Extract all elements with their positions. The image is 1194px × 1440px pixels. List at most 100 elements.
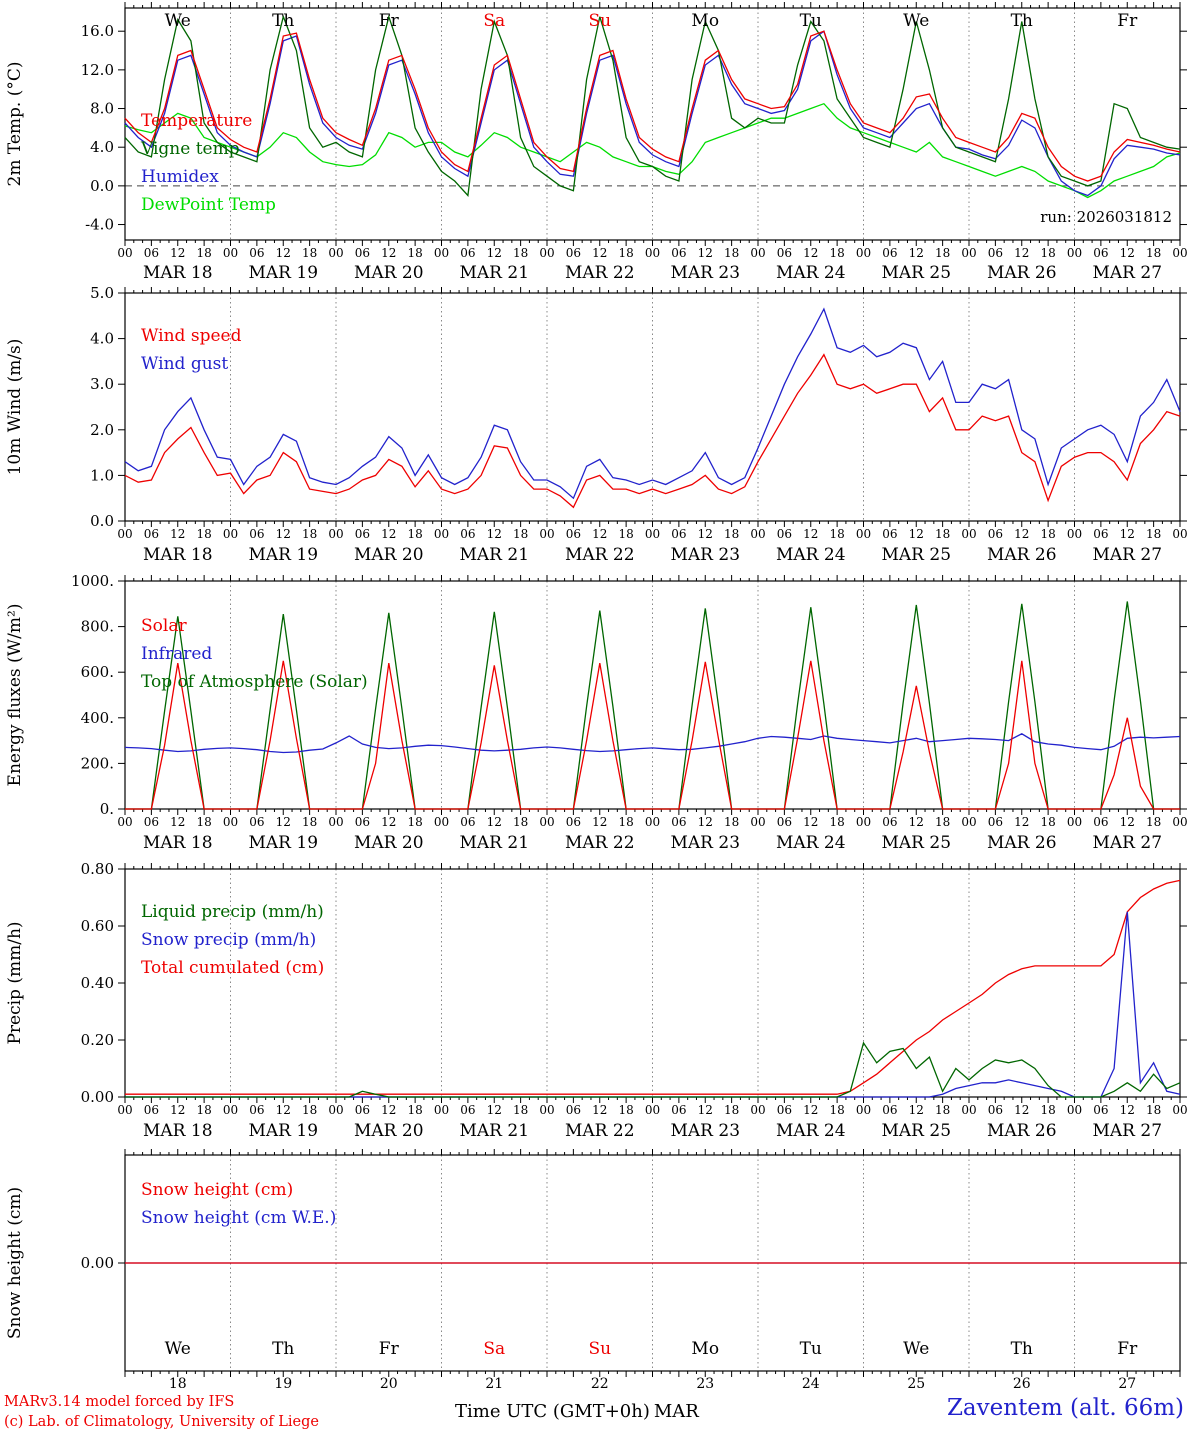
svg-text:Su: Su (588, 1339, 611, 1359)
svg-text:Sa: Sa (483, 11, 505, 31)
svg-text:18: 18 (618, 527, 633, 541)
svg-text:12: 12 (276, 246, 291, 260)
svg-text:0.00: 0.00 (81, 1088, 114, 1106)
svg-text:18: 18 (1146, 527, 1161, 541)
svg-text:18: 18 (1040, 527, 1055, 541)
svg-text:18: 18 (407, 527, 422, 541)
svg-text:Vigne temp: Vigne temp (140, 139, 240, 159)
svg-text:12: 12 (803, 246, 818, 260)
svg-text:Precip (mm/h): Precip (mm/h) (5, 921, 25, 1044)
svg-text:12: 12 (276, 815, 291, 829)
series-line (125, 601, 1180, 810)
svg-text:00: 00 (539, 815, 554, 829)
svg-text:12: 12 (381, 527, 396, 541)
svg-text:MAR 23: MAR 23 (670, 545, 740, 565)
svg-text:18: 18 (829, 1103, 844, 1117)
svg-text:MAR 22: MAR 22 (565, 263, 635, 283)
svg-text:MAR 25: MAR 25 (881, 833, 951, 853)
svg-text:MAR 18: MAR 18 (143, 1121, 213, 1141)
svg-text:06: 06 (882, 246, 897, 260)
svg-text:00: 00 (117, 527, 132, 541)
series-line (124, 14, 1181, 197)
svg-text:19: 19 (274, 1376, 292, 1391)
svg-text:MAR 25: MAR 25 (881, 1121, 951, 1141)
series-line (125, 660, 1180, 810)
svg-text:0.40: 0.40 (81, 974, 114, 992)
svg-text:24: 24 (802, 1376, 820, 1391)
svg-text:06: 06 (355, 815, 370, 829)
svg-text:18: 18 (618, 815, 633, 829)
svg-text:MAR 23: MAR 23 (670, 263, 740, 283)
svg-text:12: 12 (487, 815, 502, 829)
svg-text:Sa: Sa (483, 1339, 505, 1359)
svg-text:Th: Th (272, 1339, 294, 1359)
svg-text:MAR 18: MAR 18 (143, 263, 213, 283)
series-line (124, 307, 1181, 500)
svg-text:18: 18 (724, 246, 739, 260)
svg-text:Snow height (cm W.E.): Snow height (cm W.E.) (141, 1208, 336, 1228)
svg-text:00: 00 (223, 1103, 238, 1117)
svg-text:00: 00 (328, 1103, 343, 1117)
footer: MARv3.14 model forced by IFS (c) Lab. of… (0, 1391, 1194, 1440)
svg-text:00: 00 (961, 246, 976, 260)
svg-text:MAR 21: MAR 21 (459, 833, 529, 853)
svg-text:00: 00 (961, 527, 976, 541)
svg-text:Solar: Solar (141, 616, 187, 636)
svg-text:Fr: Fr (379, 1339, 400, 1359)
svg-text:MAR 25: MAR 25 (881, 545, 951, 565)
svg-text:25: 25 (907, 1376, 925, 1391)
svg-text:We: We (165, 1339, 191, 1359)
svg-text:MAR 24: MAR 24 (776, 1121, 846, 1141)
svg-text:18: 18 (302, 527, 317, 541)
svg-text:3.0: 3.0 (90, 375, 114, 393)
svg-text:12: 12 (803, 815, 818, 829)
svg-text:06: 06 (1093, 815, 1108, 829)
svg-text:22: 22 (591, 1376, 609, 1391)
svg-text:06: 06 (144, 246, 159, 260)
svg-text:06: 06 (671, 1103, 686, 1117)
svg-text:06: 06 (1093, 246, 1108, 260)
svg-text:Tu: Tu (800, 11, 822, 31)
svg-text:18: 18 (407, 1103, 422, 1117)
svg-text:06: 06 (882, 815, 897, 829)
svg-text:MAR 18: MAR 18 (143, 833, 213, 853)
svg-text:12: 12 (698, 246, 713, 260)
svg-text:18: 18 (618, 246, 633, 260)
series-line (125, 879, 1181, 1095)
svg-text:18: 18 (302, 1103, 317, 1117)
svg-text:06: 06 (988, 527, 1003, 541)
svg-text:18: 18 (407, 815, 422, 829)
svg-text:12: 12 (592, 815, 607, 829)
svg-text:12: 12 (1120, 1103, 1135, 1117)
svg-text:16.0: 16.0 (81, 22, 114, 40)
svg-text:00: 00 (1067, 527, 1082, 541)
svg-text:00: 00 (434, 1103, 449, 1117)
svg-text:06: 06 (1093, 527, 1108, 541)
svg-text:MAR 27: MAR 27 (1092, 833, 1162, 853)
svg-text:20: 20 (380, 1376, 398, 1391)
svg-text:06: 06 (566, 246, 581, 260)
svg-text:18: 18 (196, 1103, 211, 1117)
svg-text:MAR 18: MAR 18 (143, 545, 213, 565)
svg-text:MAR 21: MAR 21 (459, 545, 529, 565)
svg-text:Top of Atmosphere (Solar): Top of Atmosphere (Solar) (141, 672, 368, 692)
svg-text:We: We (903, 11, 929, 31)
svg-text:06: 06 (460, 527, 475, 541)
svg-text:MAR 19: MAR 19 (248, 263, 318, 283)
svg-text:MAR 23: MAR 23 (670, 833, 740, 853)
panel-wind: 0.0 1.0 2.0 3.0 4.0 5.0 Wind speed Wind gust 00 0… (5, 285, 1188, 565)
svg-text:Infrared: Infrared (141, 644, 212, 664)
svg-text:18: 18 (935, 527, 950, 541)
svg-text:00: 00 (223, 246, 238, 260)
svg-text:06: 06 (988, 1103, 1003, 1117)
svg-text:00: 00 (434, 246, 449, 260)
svg-text:12: 12 (1014, 1103, 1029, 1117)
svg-text:Temperature: Temperature (141, 111, 252, 131)
svg-text:MAR 20: MAR 20 (354, 545, 424, 565)
svg-text:06: 06 (671, 246, 686, 260)
time-axis-text: Time UTC (GMT+0h) (455, 1401, 650, 1422)
svg-text:12: 12 (170, 246, 185, 260)
svg-text:12: 12 (1014, 815, 1029, 829)
svg-text:06: 06 (355, 1103, 370, 1117)
